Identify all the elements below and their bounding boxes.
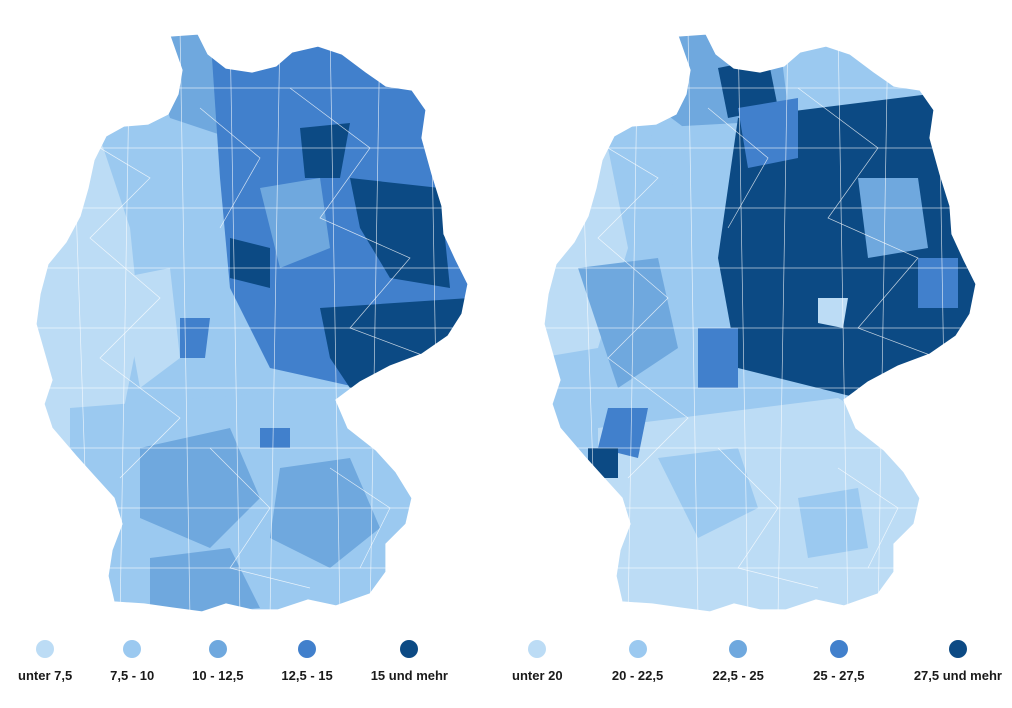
legend-swatch [948, 640, 967, 658]
legend-swatch [829, 640, 848, 658]
legend-swatch [208, 640, 227, 658]
legend-label: 7,5 - 10 [110, 668, 155, 683]
legend-item: 27,5 und mehr [914, 640, 1002, 683]
legend-swatch [298, 640, 317, 658]
legend-swatch [36, 640, 55, 658]
legend-item: unter 20 [512, 640, 563, 683]
legend-label: 20 - 22,5 [611, 668, 664, 683]
legend-label: 22,5 - 25 [712, 668, 764, 683]
legend-item: 15 und mehr [371, 640, 448, 683]
legend-item: 20 - 22,5 [612, 640, 663, 683]
legend-swatch [400, 640, 419, 658]
legend-label: 10 - 12,5 [192, 668, 244, 683]
legend-left: unter 7,5 7,5 - 10 10 - 12,5 12,5 - 15 1… [18, 640, 448, 683]
legend-swatch [123, 640, 142, 658]
legend-item: 12,5 - 15 [281, 640, 333, 683]
legend-item: 25 - 27,5 [813, 640, 865, 683]
legend-swatch [528, 640, 547, 658]
legend-right: unter 20 20 - 22,5 22,5 - 25 25 - 27,5 2… [512, 640, 1002, 683]
germany-map-right [543, 33, 977, 613]
legend-item: 10 - 12,5 [192, 640, 243, 683]
legend-item: unter 7,5 [18, 640, 72, 683]
legend-label: 25 - 27,5 [813, 668, 865, 683]
legend-label: unter 7,5 [18, 668, 73, 683]
legend-label: 12,5 - 15 [281, 668, 333, 683]
legend-label: 27,5 und mehr [913, 668, 1002, 683]
legend-swatch [628, 640, 647, 658]
germany-map-left [35, 33, 469, 613]
legend-label: 15 und mehr [370, 668, 448, 683]
legend-swatch [729, 640, 748, 658]
legend-item: 22,5 - 25 [713, 640, 764, 683]
legend-item: 7,5 - 10 [110, 640, 154, 683]
legend-label: unter 20 [512, 668, 563, 683]
